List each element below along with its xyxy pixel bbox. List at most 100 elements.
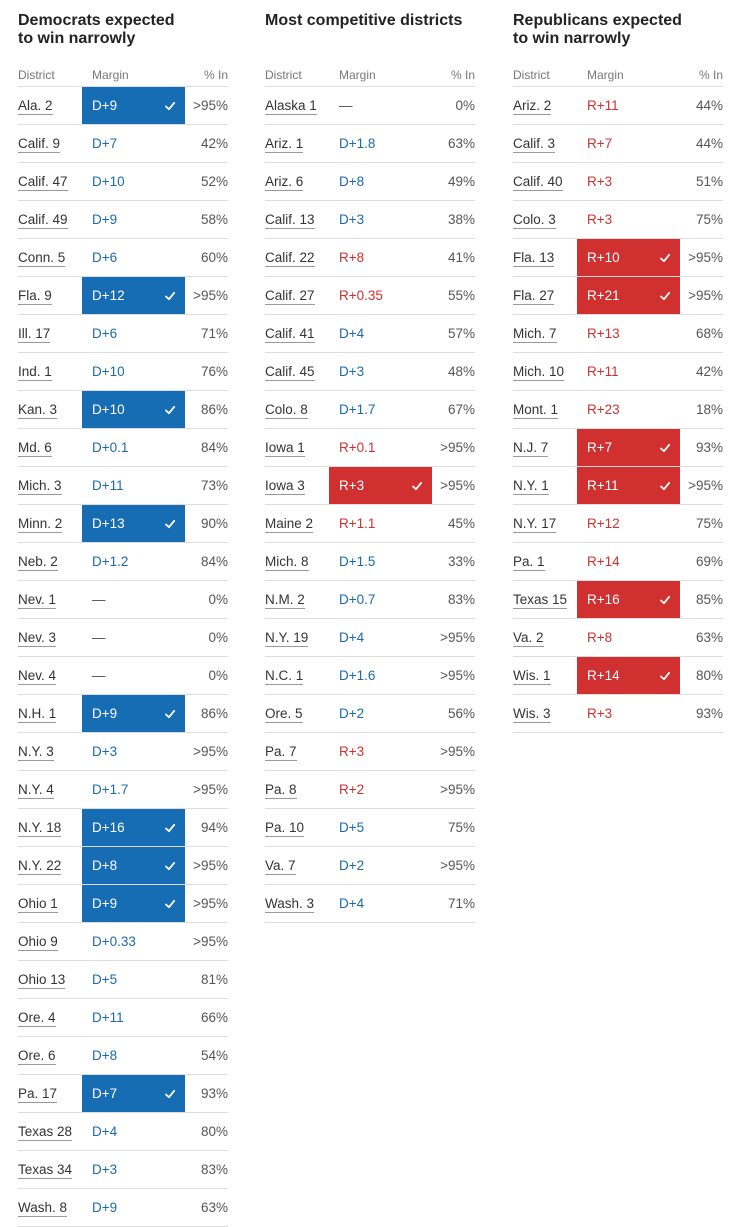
district-link[interactable]: Pa. 17 [18,1086,58,1103]
margin-cell: — [329,87,432,124]
district-link[interactable]: N.Y. 1 [513,478,549,495]
margin-value: R+7 [587,440,613,455]
table-row: Calif. 49 D+9 58% [18,201,228,239]
margin-value: R+0.35 [339,288,383,303]
district-link[interactable]: Fla. 9 [18,288,52,305]
district-link[interactable]: Pa. 8 [265,782,297,799]
column-title-line1: Most competitive districts [265,12,463,29]
district-link[interactable]: Wash. 8 [18,1200,68,1217]
district-link[interactable]: Calif. 47 [18,174,68,191]
district-link[interactable]: Mich. 10 [513,364,565,381]
district-link[interactable]: Mich. 3 [18,478,62,495]
district-link[interactable]: Ohio 1 [18,896,58,913]
district-link[interactable]: Nev. 1 [18,592,57,609]
district-link[interactable]: Ariz. 6 [265,174,304,191]
district-link[interactable]: N.Y. 17 [513,516,557,533]
district-link[interactable]: N.H. 1 [18,706,57,723]
district-link[interactable]: Nev. 3 [18,630,57,647]
district-link[interactable]: N.C. 1 [265,668,304,685]
district-link[interactable]: Minn. 2 [18,516,63,533]
district-link[interactable]: N.Y. 18 [18,820,62,837]
district-cell: Ariz. 1 [265,136,329,153]
district-link[interactable]: N.Y. 3 [18,744,54,761]
margin-cell: D+6 [82,239,185,276]
district-cell: Mich. 8 [265,554,329,571]
district-link[interactable]: Fla. 13 [513,250,555,267]
table-row: Ariz. 2 R+11 44% [513,87,723,125]
district-link[interactable]: Wis. 1 [513,668,551,685]
district-link[interactable]: Calif. 22 [265,250,315,267]
district-cell: Calif. 41 [265,326,329,343]
district-link[interactable]: Ariz. 1 [265,136,304,153]
district-link[interactable]: Ore. 4 [18,1010,56,1027]
district-link[interactable]: Calif. 9 [18,136,61,153]
district-link[interactable]: Ore. 5 [265,706,303,723]
margin-cell: D+3 [329,201,432,238]
table-row: Pa. 8 R+2 >95% [265,771,475,809]
margin-value: D+4 [92,1124,118,1139]
margin-cell: D+1.6 [329,657,432,694]
pct-in-cell: 83% [200,1162,228,1177]
district-link[interactable]: Ariz. 2 [513,98,552,115]
margin-value: D+0.33 [92,934,136,949]
district-cell: Colo. 3 [513,212,577,229]
district-link[interactable]: Alaska 1 [265,98,317,115]
district-link[interactable]: Pa. 1 [513,554,545,571]
district-link[interactable]: Texas 15 [513,592,568,609]
pct-in-cell: 44% [695,98,723,113]
district-link[interactable]: Wis. 3 [513,706,551,723]
district-link[interactable]: N.Y. 19 [265,630,309,647]
district-link[interactable]: Ohio 13 [18,972,66,989]
district-link[interactable]: Calif. 49 [18,212,68,229]
district-link[interactable]: N.M. 2 [265,592,305,609]
district-link[interactable]: N.J. 7 [513,440,549,457]
margin-value: R+14 [587,668,620,683]
district-cell: Ore. 5 [265,706,329,723]
district-link[interactable]: Iowa 1 [265,440,305,457]
table-row: Ind. 1 D+10 76% [18,353,228,391]
district-link[interactable]: Mich. 8 [265,554,309,571]
district-link[interactable]: Ala. 2 [18,98,53,115]
district-link[interactable]: Ind. 1 [18,364,52,381]
district-link[interactable]: Calif. 13 [265,212,315,229]
district-link[interactable]: Colo. 8 [265,402,308,419]
district-link[interactable]: Ore. 6 [18,1048,56,1065]
district-link[interactable]: Nev. 4 [18,668,57,685]
district-link[interactable]: Calif. 45 [265,364,315,381]
margin-cell: D+1.7 [329,391,432,428]
district-link[interactable]: Colo. 3 [513,212,556,229]
district-link[interactable]: Calif. 27 [265,288,315,305]
district-link[interactable]: Mont. 1 [513,402,559,419]
margin-value: D+5 [339,820,365,835]
district-link[interactable]: N.Y. 4 [18,782,54,799]
district-cell: Fla. 13 [513,250,577,267]
district-link[interactable]: Ohio 9 [18,934,58,951]
district-link[interactable]: Texas 34 [18,1162,73,1179]
district-link[interactable]: Iowa 3 [265,478,305,495]
table-row: N.M. 2 D+0.7 83% [265,581,475,619]
district-link[interactable]: Pa. 10 [265,820,305,837]
district-link[interactable]: Va. 2 [513,630,544,647]
district-link[interactable]: Mich. 7 [513,326,557,343]
checkmark-icon [165,291,176,300]
district-cell: N.Y. 1 [513,478,577,495]
district-link[interactable]: Ill. 17 [18,326,51,343]
district-link[interactable]: Calif. 40 [513,174,563,191]
district-cell: Pa. 8 [265,782,329,799]
district-link[interactable]: Wash. 3 [265,896,315,913]
checkmark-icon [165,861,176,870]
district-link[interactable]: Pa. 7 [265,744,297,761]
district-link[interactable]: Neb. 2 [18,554,58,571]
district-link[interactable]: Texas 28 [18,1124,73,1141]
district-link[interactable]: Calif. 41 [265,326,315,343]
district-link[interactable]: Kan. 3 [18,402,58,419]
district-link[interactable]: Va. 7 [265,858,296,875]
district-link[interactable]: N.Y. 22 [18,858,62,875]
district-link[interactable]: Md. 6 [18,440,52,457]
district-link[interactable]: Calif. 3 [513,136,556,153]
district-link[interactable]: Maine 2 [265,516,314,533]
margin-value: R+3 [339,478,365,493]
district-link[interactable]: Fla. 27 [513,288,555,305]
district-link[interactable]: Conn. 5 [18,250,66,267]
margin-cell: D+11 [82,467,185,504]
